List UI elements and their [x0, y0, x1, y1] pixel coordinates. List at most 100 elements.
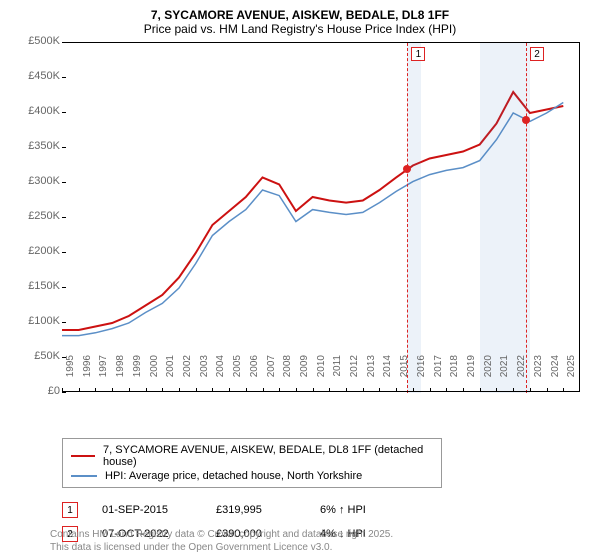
x-tick-label: 2006 — [249, 355, 260, 385]
x-tick-label: 2022 — [516, 355, 527, 385]
x-tick-label: 2000 — [149, 355, 160, 385]
footer-text: Contains HM Land Registry data © Crown c… — [50, 528, 393, 554]
x-tick-mark — [246, 388, 247, 392]
y-tick-mark — [62, 217, 66, 218]
root: 7, SYCAMORE AVENUE, AISKEW, BEDALE, DL8 … — [0, 0, 600, 560]
x-tick-mark — [530, 388, 531, 392]
shaded-region — [480, 43, 530, 393]
x-tick-label: 1999 — [132, 355, 143, 385]
x-tick-label: 2019 — [466, 355, 477, 385]
x-tick-label: 2017 — [433, 355, 444, 385]
chart-title: 7, SYCAMORE AVENUE, AISKEW, BEDALE, DL8 … — [12, 8, 588, 22]
y-tick-label: £200K — [20, 245, 60, 257]
y-tick-mark — [62, 77, 66, 78]
x-tick-mark — [162, 388, 163, 392]
y-tick-mark — [62, 112, 66, 113]
x-tick-mark — [547, 388, 548, 392]
x-tick-mark — [95, 388, 96, 392]
x-tick-mark — [480, 388, 481, 392]
y-tick-mark — [62, 322, 66, 323]
legend-row: 7, SYCAMORE AVENUE, AISKEW, BEDALE, DL8 … — [71, 443, 433, 469]
y-tick-label: £0 — [20, 385, 60, 397]
x-tick-label: 2021 — [499, 355, 510, 385]
price-row-number: 1 — [62, 502, 78, 518]
x-tick-label: 2005 — [232, 355, 243, 385]
y-tick-mark — [62, 252, 66, 253]
title-block: 7, SYCAMORE AVENUE, AISKEW, BEDALE, DL8 … — [12, 8, 588, 36]
y-tick-mark — [62, 287, 66, 288]
x-tick-mark — [146, 388, 147, 392]
x-tick-label: 2023 — [533, 355, 544, 385]
price-row-date: 01-SEP-2015 — [102, 504, 192, 516]
y-tick-label: £500K — [20, 35, 60, 47]
x-tick-label: 1996 — [82, 355, 93, 385]
x-tick-mark — [329, 388, 330, 392]
y-tick-mark — [62, 357, 66, 358]
price-row: 1 01-SEP-2015 £319,995 6% ↑ HPI — [62, 498, 588, 522]
x-tick-mark — [313, 388, 314, 392]
x-tick-label: 2007 — [266, 355, 277, 385]
x-tick-mark — [363, 388, 364, 392]
marker-dot — [403, 165, 411, 173]
x-tick-label: 2011 — [332, 355, 343, 385]
x-tick-label: 2012 — [349, 355, 360, 385]
plot-region: 12 — [62, 42, 580, 392]
y-tick-label: £450K — [20, 70, 60, 82]
x-tick-label: 2020 — [483, 355, 494, 385]
x-tick-mark — [463, 388, 464, 392]
x-tick-label: 1998 — [115, 355, 126, 385]
y-tick-label: £100K — [20, 315, 60, 327]
y-tick-label: £250K — [20, 210, 60, 222]
x-tick-mark — [296, 388, 297, 392]
legend: 7, SYCAMORE AVENUE, AISKEW, BEDALE, DL8 … — [62, 438, 442, 488]
x-tick-mark — [229, 388, 230, 392]
x-tick-label: 2024 — [550, 355, 561, 385]
legend-swatch — [71, 475, 97, 477]
x-tick-label: 2025 — [566, 355, 577, 385]
marker-label: 2 — [530, 47, 544, 61]
x-tick-mark — [196, 388, 197, 392]
x-tick-mark — [563, 388, 564, 392]
x-tick-label: 2009 — [299, 355, 310, 385]
x-tick-mark — [513, 388, 514, 392]
x-tick-mark — [212, 388, 213, 392]
y-tick-label: £150K — [20, 280, 60, 292]
x-tick-label: 2001 — [165, 355, 176, 385]
x-tick-label: 2018 — [449, 355, 460, 385]
y-tick-label: £300K — [20, 175, 60, 187]
x-tick-mark — [263, 388, 264, 392]
x-tick-label: 2010 — [316, 355, 327, 385]
x-tick-mark — [179, 388, 180, 392]
legend-row: HPI: Average price, detached house, Nort… — [71, 469, 433, 483]
x-tick-mark — [396, 388, 397, 392]
legend-text: HPI: Average price, detached house, Nort… — [105, 470, 362, 482]
x-tick-mark — [112, 388, 113, 392]
legend-swatch — [71, 455, 95, 457]
x-tick-mark — [279, 388, 280, 392]
x-tick-label: 2015 — [399, 355, 410, 385]
price-row-price: £319,995 — [216, 504, 296, 516]
x-tick-label: 1995 — [65, 355, 76, 385]
x-tick-label: 2016 — [416, 355, 427, 385]
y-tick-mark — [62, 147, 66, 148]
legend-text: 7, SYCAMORE AVENUE, AISKEW, BEDALE, DL8 … — [103, 444, 433, 468]
x-tick-mark — [129, 388, 130, 392]
marker-line — [526, 43, 527, 393]
y-tick-label: £50K — [20, 350, 60, 362]
marker-dot — [522, 116, 530, 124]
x-tick-mark — [79, 388, 80, 392]
price-row-change: 6% ↑ HPI — [320, 504, 410, 516]
x-tick-mark — [446, 388, 447, 392]
footer-line-2: This data is licensed under the Open Gov… — [50, 541, 393, 554]
y-tick-mark — [62, 182, 66, 183]
x-tick-mark — [379, 388, 380, 392]
x-tick-label: 2014 — [382, 355, 393, 385]
marker-line — [407, 43, 408, 393]
x-tick-label: 2004 — [215, 355, 226, 385]
y-tick-label: £400K — [20, 105, 60, 117]
x-tick-mark — [413, 388, 414, 392]
x-tick-mark — [346, 388, 347, 392]
x-axis-line — [62, 391, 580, 392]
x-tick-label: 2002 — [182, 355, 193, 385]
y-tick-mark — [62, 392, 66, 393]
